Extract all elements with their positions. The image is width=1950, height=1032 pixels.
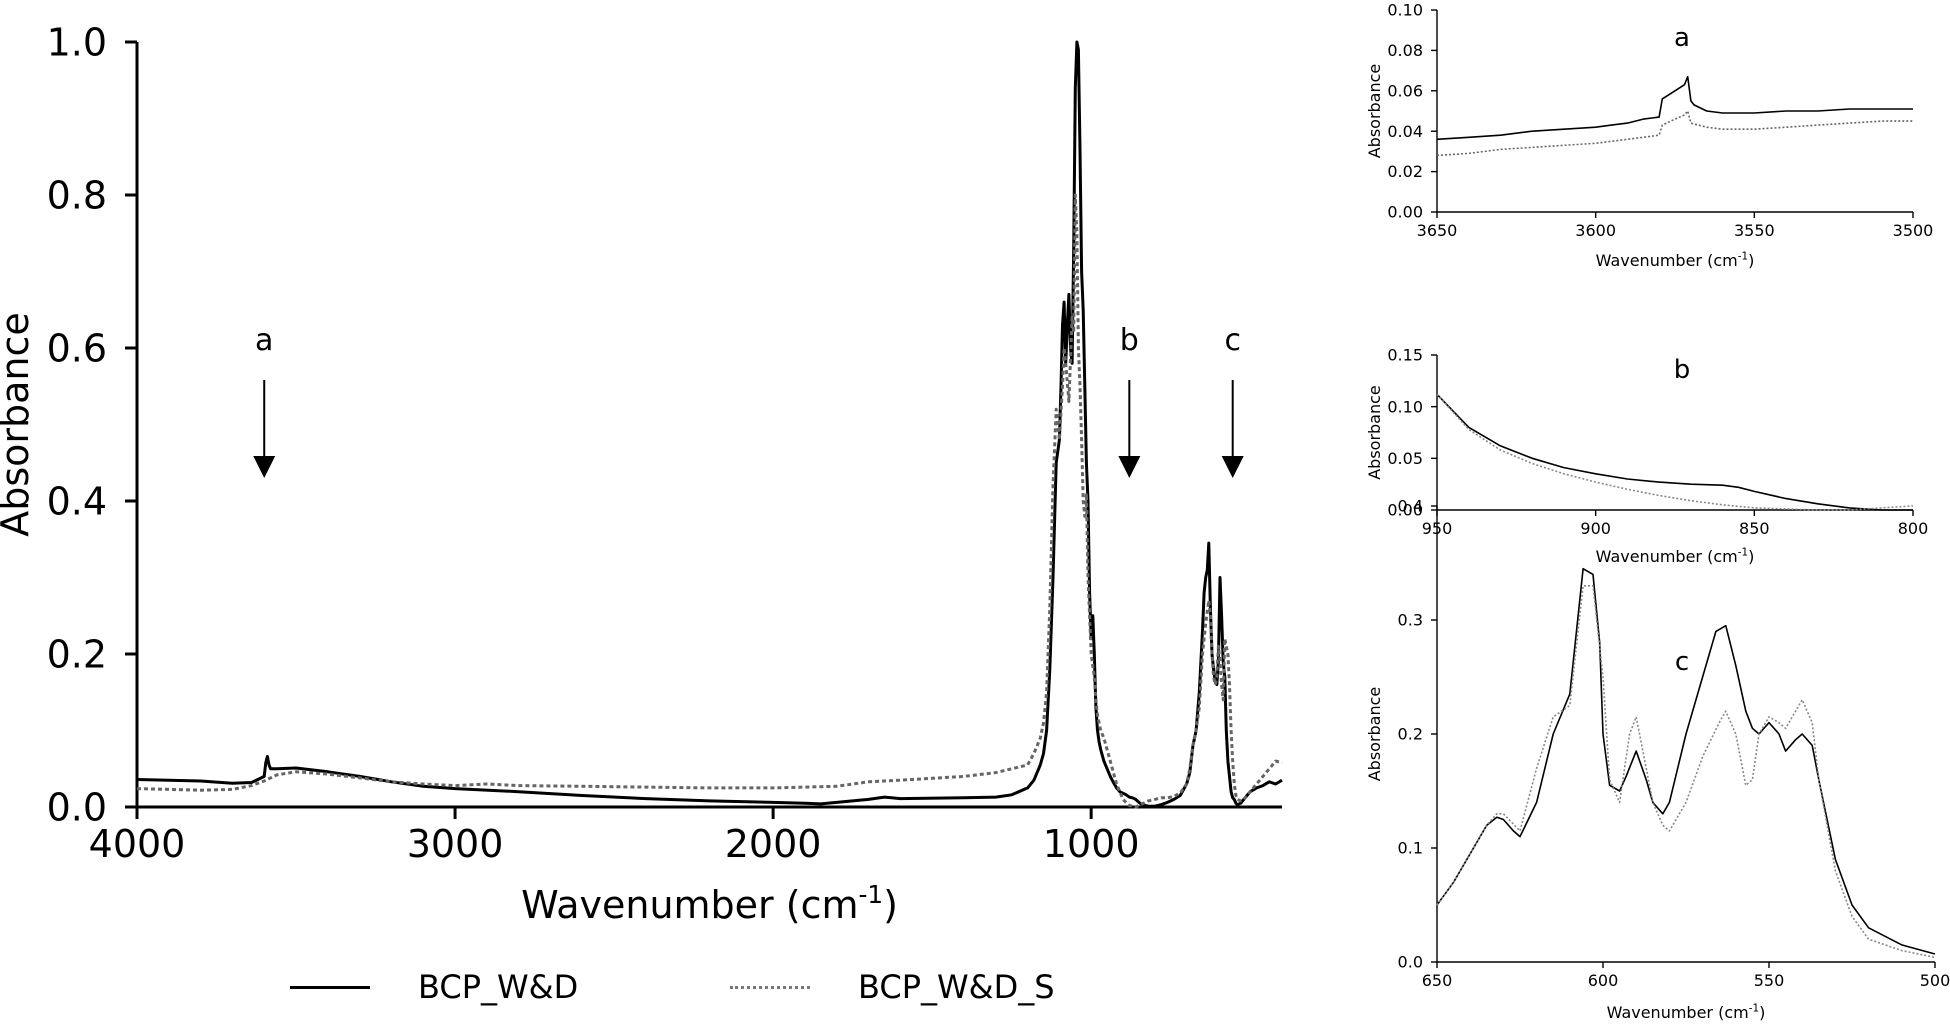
- y-tick-label: 0.6: [47, 326, 107, 370]
- x-axis-label: Wavenumber (cm-1): [521, 880, 898, 927]
- x-tick-label: 550: [1754, 971, 1785, 990]
- x-tick-label: 650: [1422, 971, 1453, 990]
- y-tick-label: 0.10: [1387, 1, 1423, 20]
- chart-inset-c: 650 600 550 500 0.0 0.1 0.2 0.3 0.4 Wavenumber (c…: [1365, 497, 1950, 1022]
- x-tick-label: 600: [1588, 971, 1619, 990]
- x-axis-label: Wavenumber (cm-1): [1596, 547, 1755, 566]
- y-tick-label: 0.00: [1387, 203, 1423, 222]
- y-axis-label: Absorbance: [1365, 64, 1384, 159]
- y-tick-label: 0.0: [1398, 953, 1423, 972]
- chart-main: 4000 3000 2000 1000 0.0 0.2 0.4 0.6 0.8 1.0 Wavenu…: [0, 20, 1283, 927]
- x-tick-label: 3500: [1893, 221, 1934, 240]
- y-tick-label: 0.08: [1387, 41, 1423, 60]
- y-tick-label: 0.05: [1387, 449, 1423, 468]
- y-tick-label: 0.10: [1387, 397, 1423, 416]
- x-tick-label: 3000: [407, 822, 504, 866]
- y-tick-label: 0.02: [1387, 162, 1423, 181]
- inset-title: b: [1674, 355, 1691, 385]
- y-tick-label: 0.8: [47, 173, 107, 217]
- annotation-arrow-head: [253, 456, 276, 478]
- legend-item-bcp-wd: BCP_W&D: [290, 968, 578, 1006]
- y-tick-label: 0.2: [1398, 725, 1423, 744]
- y-axis-label: Absorbance: [0, 312, 37, 537]
- x-tick-label: 900: [1580, 519, 1611, 538]
- x-tick-label: 3600: [1575, 221, 1616, 240]
- series-line-bcp-wd-s: [136, 193, 1283, 809]
- series-line-bcp-wd: [1436, 393, 1913, 511]
- y-tick-label: 0.15: [1387, 346, 1423, 365]
- series-line-bcp-wd-s: [1436, 110, 1913, 157]
- y-tick-label: 0.06: [1387, 81, 1423, 100]
- chart-inset-a: 3650 3600 3550 3500 0.00 0.02 0.04 0.06 0.08 0.10…: [1365, 1, 1933, 270]
- legend-swatch-solid: [290, 985, 370, 989]
- annotation-label: b: [1120, 323, 1139, 358]
- inset-title: a: [1674, 23, 1690, 53]
- y-tick-label: 1.0: [47, 20, 107, 64]
- legend: BCP_W&D BCP_W&D_S: [280, 968, 1180, 1018]
- x-axis-label: Wavenumber (cm-1): [1607, 1003, 1766, 1022]
- x-tick-label: 3550: [1734, 221, 1775, 240]
- series-line-bcp-wd: [136, 40, 1283, 808]
- y-tick-label: 0.4: [1398, 497, 1423, 516]
- x-tick-label: 850: [1739, 519, 1770, 538]
- series-line-bcp-wd: [1436, 75, 1913, 141]
- series-line-bcp-wd: [1436, 567, 1936, 955]
- y-tick-label: 0.00: [1387, 501, 1423, 520]
- y-tick-label: 0.2: [47, 632, 107, 676]
- x-tick-label: 500: [1920, 971, 1950, 990]
- y-tick-label: 0.1: [1398, 839, 1423, 858]
- legend-swatch-dotted: [730, 985, 810, 989]
- x-axis-label: Wavenumber (cm-1): [1596, 251, 1755, 270]
- annotation-arrow-head: [1221, 456, 1244, 478]
- legend-label: BCP_W&D: [418, 968, 579, 1006]
- inset-title: c: [1675, 647, 1689, 677]
- y-axis-label: Absorbance: [1365, 687, 1384, 782]
- annotation-label: a: [255, 323, 273, 358]
- y-tick-label: 0.04: [1387, 122, 1423, 141]
- series-line-bcp-wd-s: [1436, 393, 1914, 511]
- x-tick-label: 800: [1898, 519, 1929, 538]
- y-tick-label: 0.3: [1398, 611, 1423, 630]
- x-tick-label: 1000: [1043, 822, 1140, 866]
- x-tick-label: 3650: [1417, 221, 1458, 240]
- y-axis-label: Absorbance: [1365, 385, 1384, 480]
- y-tick-label: 0.0: [47, 785, 107, 829]
- x-tick-label: 4000: [89, 822, 186, 866]
- y-tick-label: 0.4: [47, 479, 107, 523]
- series-line-bcp-wd-s: [1436, 584, 1936, 959]
- annotation-label: c: [1224, 323, 1241, 358]
- legend-label: BCP_W&D_S: [858, 968, 1055, 1006]
- annotation-arrow-head: [1118, 456, 1141, 478]
- legend-item-bcp-wd-s: BCP_W&D_S: [730, 968, 1055, 1006]
- x-tick-label: 2000: [725, 822, 822, 866]
